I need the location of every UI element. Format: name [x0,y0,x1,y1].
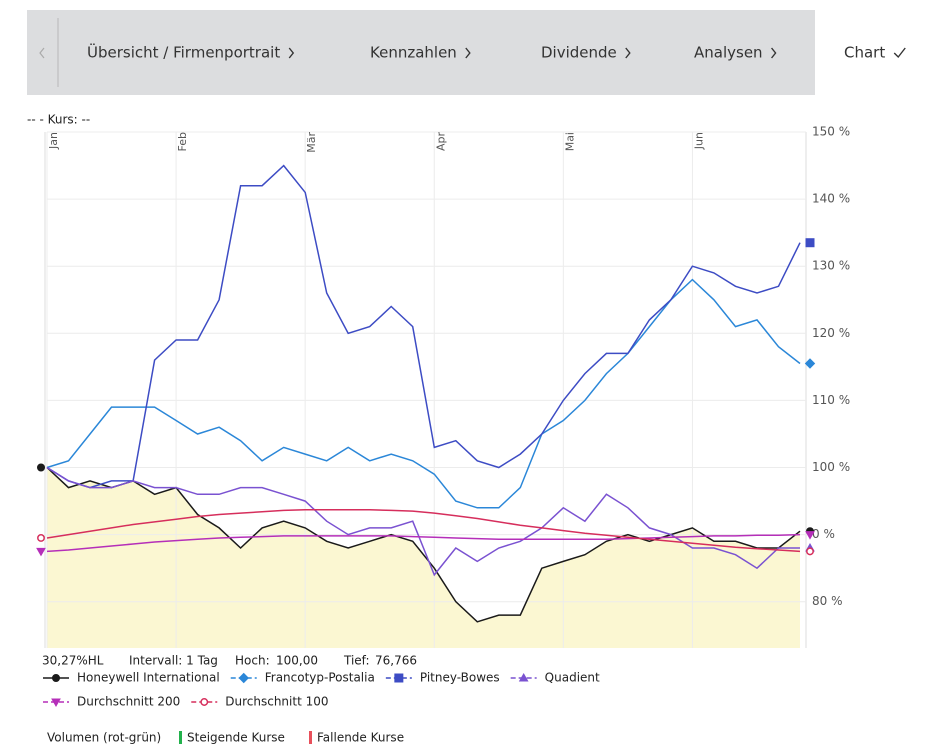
volume-swatch [179,731,182,744]
y-tick-label: 150 % [812,125,850,139]
legend-marker [518,672,529,682]
x-tick-label: Mär [305,132,318,153]
legend-marker [394,673,404,683]
y-tick-label: 130 % [812,259,850,273]
legend-marker [51,698,61,708]
chevron-icon [288,47,295,59]
end-marker [804,358,816,369]
end-marker [805,238,815,248]
legend-label: Quadient [545,671,600,685]
volume-swatch [309,731,312,744]
header-text: -- - Kurs: -- [27,113,90,127]
legend-item[interactable]: Durchschnitt 200 [43,695,180,709]
legend-item[interactable]: Honeywell International [43,671,220,685]
legend-item[interactable]: Quadient [510,671,600,685]
series-line [46,509,801,553]
stat-text: Hoch: [235,654,270,668]
x-tick-label: Mai [563,132,576,151]
start-marker [36,547,46,557]
nav-tab[interactable]: Kennzahlen [370,44,457,62]
legend-item[interactable]: Pitney-Bowes [385,671,500,685]
legend-item[interactable]: Durchschnitt 100 [191,695,329,709]
legend-label: Durchschnitt 100 [225,695,328,709]
legend-label: Durchschnitt 200 [77,695,180,709]
legend-label: Francotyp-Postalia [265,671,375,685]
end-marker [806,547,814,556]
series-line [46,164,801,489]
x-tick-label: Jun [692,132,705,150]
area [47,467,800,648]
y-tick-label: 100 % [812,460,850,474]
chevron-icon [625,47,631,59]
x-tick-label: Apr [434,132,447,152]
legend-label: Honeywell International [77,671,220,685]
legend-item[interactable]: Francotyp-Postalia [230,671,375,685]
volume-label: Fallende Kurse [317,731,404,745]
y-tick-label: 80 % [812,594,843,608]
nav-tab[interactable]: Chart [844,44,885,62]
y-tick-label: 140 % [812,192,850,206]
legend-marker [200,698,209,706]
y-tick-label: 110 % [812,393,850,407]
legend-label: Pitney-Bowes [420,671,500,685]
check-icon [893,47,906,59]
start-marker [37,463,45,472]
stat-text: Intervall: 1 Tag [129,654,218,668]
start-marker [37,534,45,542]
stat-text: 30,27%HL [42,654,104,668]
nav-tab[interactable]: Dividende [541,44,617,62]
chevron-icon [771,47,777,59]
stat-text: 76,766 [375,654,417,668]
nav-background [27,10,815,95]
x-tick-label: Feb [176,132,189,151]
volume-title: Volumen (rot-grün) [47,731,161,745]
nav-bar: Übersicht / Firmenportrait Kennzahlen Divi… [27,10,906,95]
volume-label: Steigende Kurse [187,731,285,745]
legend-marker [52,674,60,682]
end-marker [805,531,815,540]
series-line [46,533,801,553]
legend-marker [238,672,249,684]
y-tick-label: 0 % [812,527,835,541]
x-tick-label: Jan [47,132,60,150]
y-tick-label: 120 % [812,326,850,340]
nav-tab[interactable]: Analysen [694,44,763,62]
nav-back[interactable] [39,47,45,59]
chevron-icon [465,47,471,59]
series-line [46,278,801,509]
stat-text: Tief: [343,654,370,668]
stat-text: 100,00 [276,654,318,668]
plot: 150 % 140 % 130 % 120 % 110 % 100 % 0 % 80 % Jan… [36,125,850,648]
nav-tab[interactable]: Übersicht / Firmenportrait [87,43,280,62]
series-line [46,466,801,623]
